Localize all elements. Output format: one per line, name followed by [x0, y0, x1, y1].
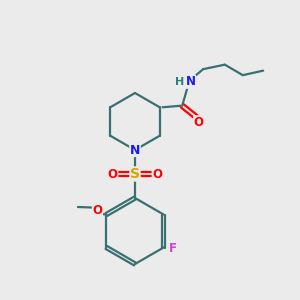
Text: N: N: [186, 75, 196, 88]
Text: O: O: [152, 167, 162, 181]
Text: O: O: [194, 116, 204, 129]
Text: F: F: [169, 242, 177, 256]
Text: S: S: [130, 167, 140, 181]
Text: O: O: [108, 167, 118, 181]
Text: N: N: [130, 143, 140, 157]
Text: H: H: [175, 77, 184, 87]
Text: O: O: [92, 203, 102, 217]
